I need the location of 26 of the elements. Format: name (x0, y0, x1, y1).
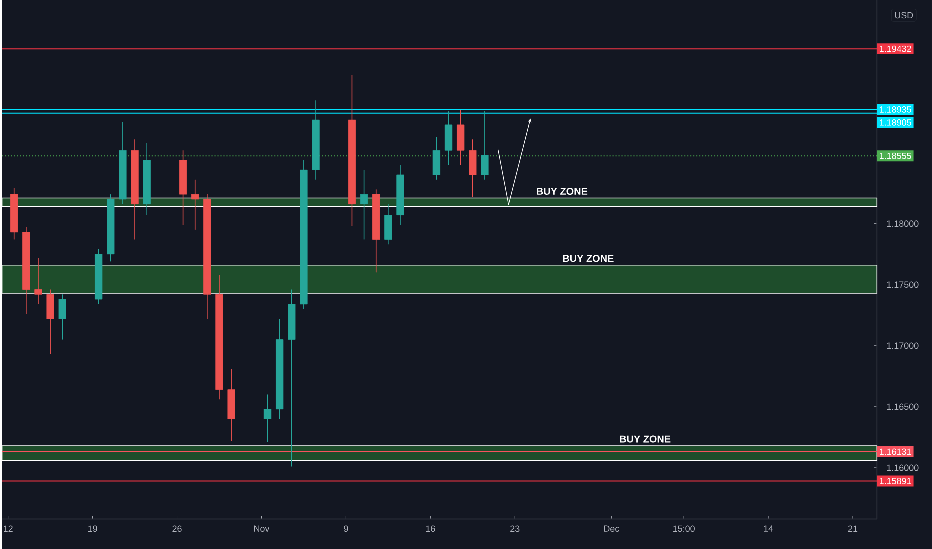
x-tick-label: 16 (426, 526, 436, 532)
x-tick-label: Dec (604, 526, 620, 532)
y-tick-label: 1.17000 (887, 342, 919, 350)
ref-line-label: 1.18935 (880, 106, 912, 113)
x-tick-label: Nov (254, 526, 270, 532)
band-label: BUY ZONE (537, 188, 588, 195)
legend-label: 1.18905 (880, 119, 912, 126)
x-tick-label: 12 (4, 526, 13, 532)
x-tick-label: 21 (848, 526, 858, 532)
x-tick-label: 9 (344, 526, 348, 532)
x-tick-label: 19 (88, 526, 98, 532)
band-label: BUY ZONE (563, 255, 614, 262)
ref-line-label: 1.19432 (880, 46, 912, 52)
x-tick-label: 26 (172, 526, 182, 532)
y-tick-label: 1.16000 (887, 464, 919, 472)
x-tick-label: 15:00 (674, 526, 695, 532)
x-tick-label: 14 (764, 526, 774, 532)
text: USD (895, 12, 914, 19)
ref-line-label: 1.18555 (880, 152, 912, 160)
ref-line-label: 1.15891 (880, 478, 912, 484)
x-tick-label: 23 (510, 526, 520, 532)
y-tick-label: 1.18000 (887, 220, 919, 227)
ref-line-label: 1.16131 (880, 448, 912, 456)
y-tick-label: 1.17500 (887, 282, 919, 288)
band-label: BUY ZONE (620, 436, 671, 443)
y-tick-label: 1.16500 (887, 404, 919, 410)
